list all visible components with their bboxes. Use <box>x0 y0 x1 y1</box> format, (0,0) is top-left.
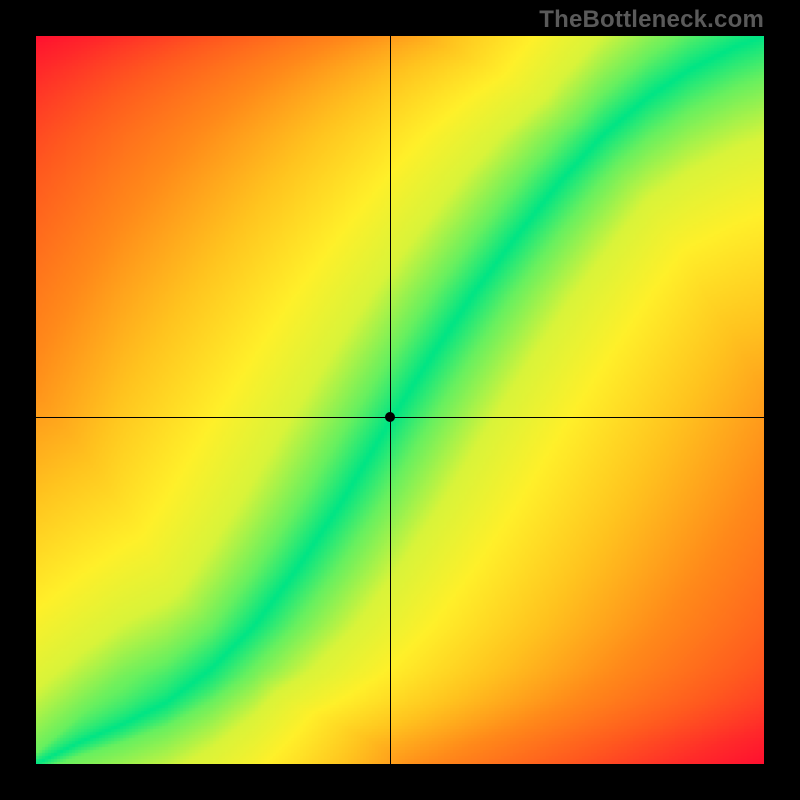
crosshair-horizontal <box>36 417 764 418</box>
crosshair-marker <box>385 412 395 422</box>
heatmap-canvas <box>36 36 764 764</box>
watermark-text: TheBottleneck.com <box>539 6 764 34</box>
crosshair-vertical <box>390 36 391 764</box>
bottleneck-heatmap <box>36 36 764 764</box>
